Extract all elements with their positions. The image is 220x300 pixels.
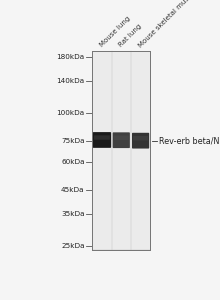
Text: 45kDa: 45kDa: [61, 187, 85, 193]
Bar: [92, 51, 150, 250]
FancyBboxPatch shape: [133, 136, 148, 140]
Text: 140kDa: 140kDa: [57, 78, 85, 84]
Text: Mouse lung: Mouse lung: [99, 16, 131, 48]
Text: 75kDa: 75kDa: [61, 138, 85, 144]
Text: 25kDa: 25kDa: [61, 243, 85, 249]
Text: Rat lung: Rat lung: [118, 23, 143, 48]
Bar: [93, 52, 150, 249]
FancyBboxPatch shape: [94, 135, 110, 140]
Text: Mouse skeletal muscle: Mouse skeletal muscle: [137, 0, 197, 48]
FancyBboxPatch shape: [114, 136, 129, 140]
FancyBboxPatch shape: [132, 133, 149, 148]
Text: 35kDa: 35kDa: [61, 211, 85, 217]
FancyBboxPatch shape: [113, 132, 130, 148]
FancyBboxPatch shape: [93, 132, 111, 148]
Text: 100kDa: 100kDa: [57, 110, 85, 116]
Text: 60kDa: 60kDa: [61, 159, 85, 165]
Text: 180kDa: 180kDa: [57, 54, 85, 60]
Text: Rev-erb beta/NR1D2: Rev-erb beta/NR1D2: [159, 136, 220, 145]
